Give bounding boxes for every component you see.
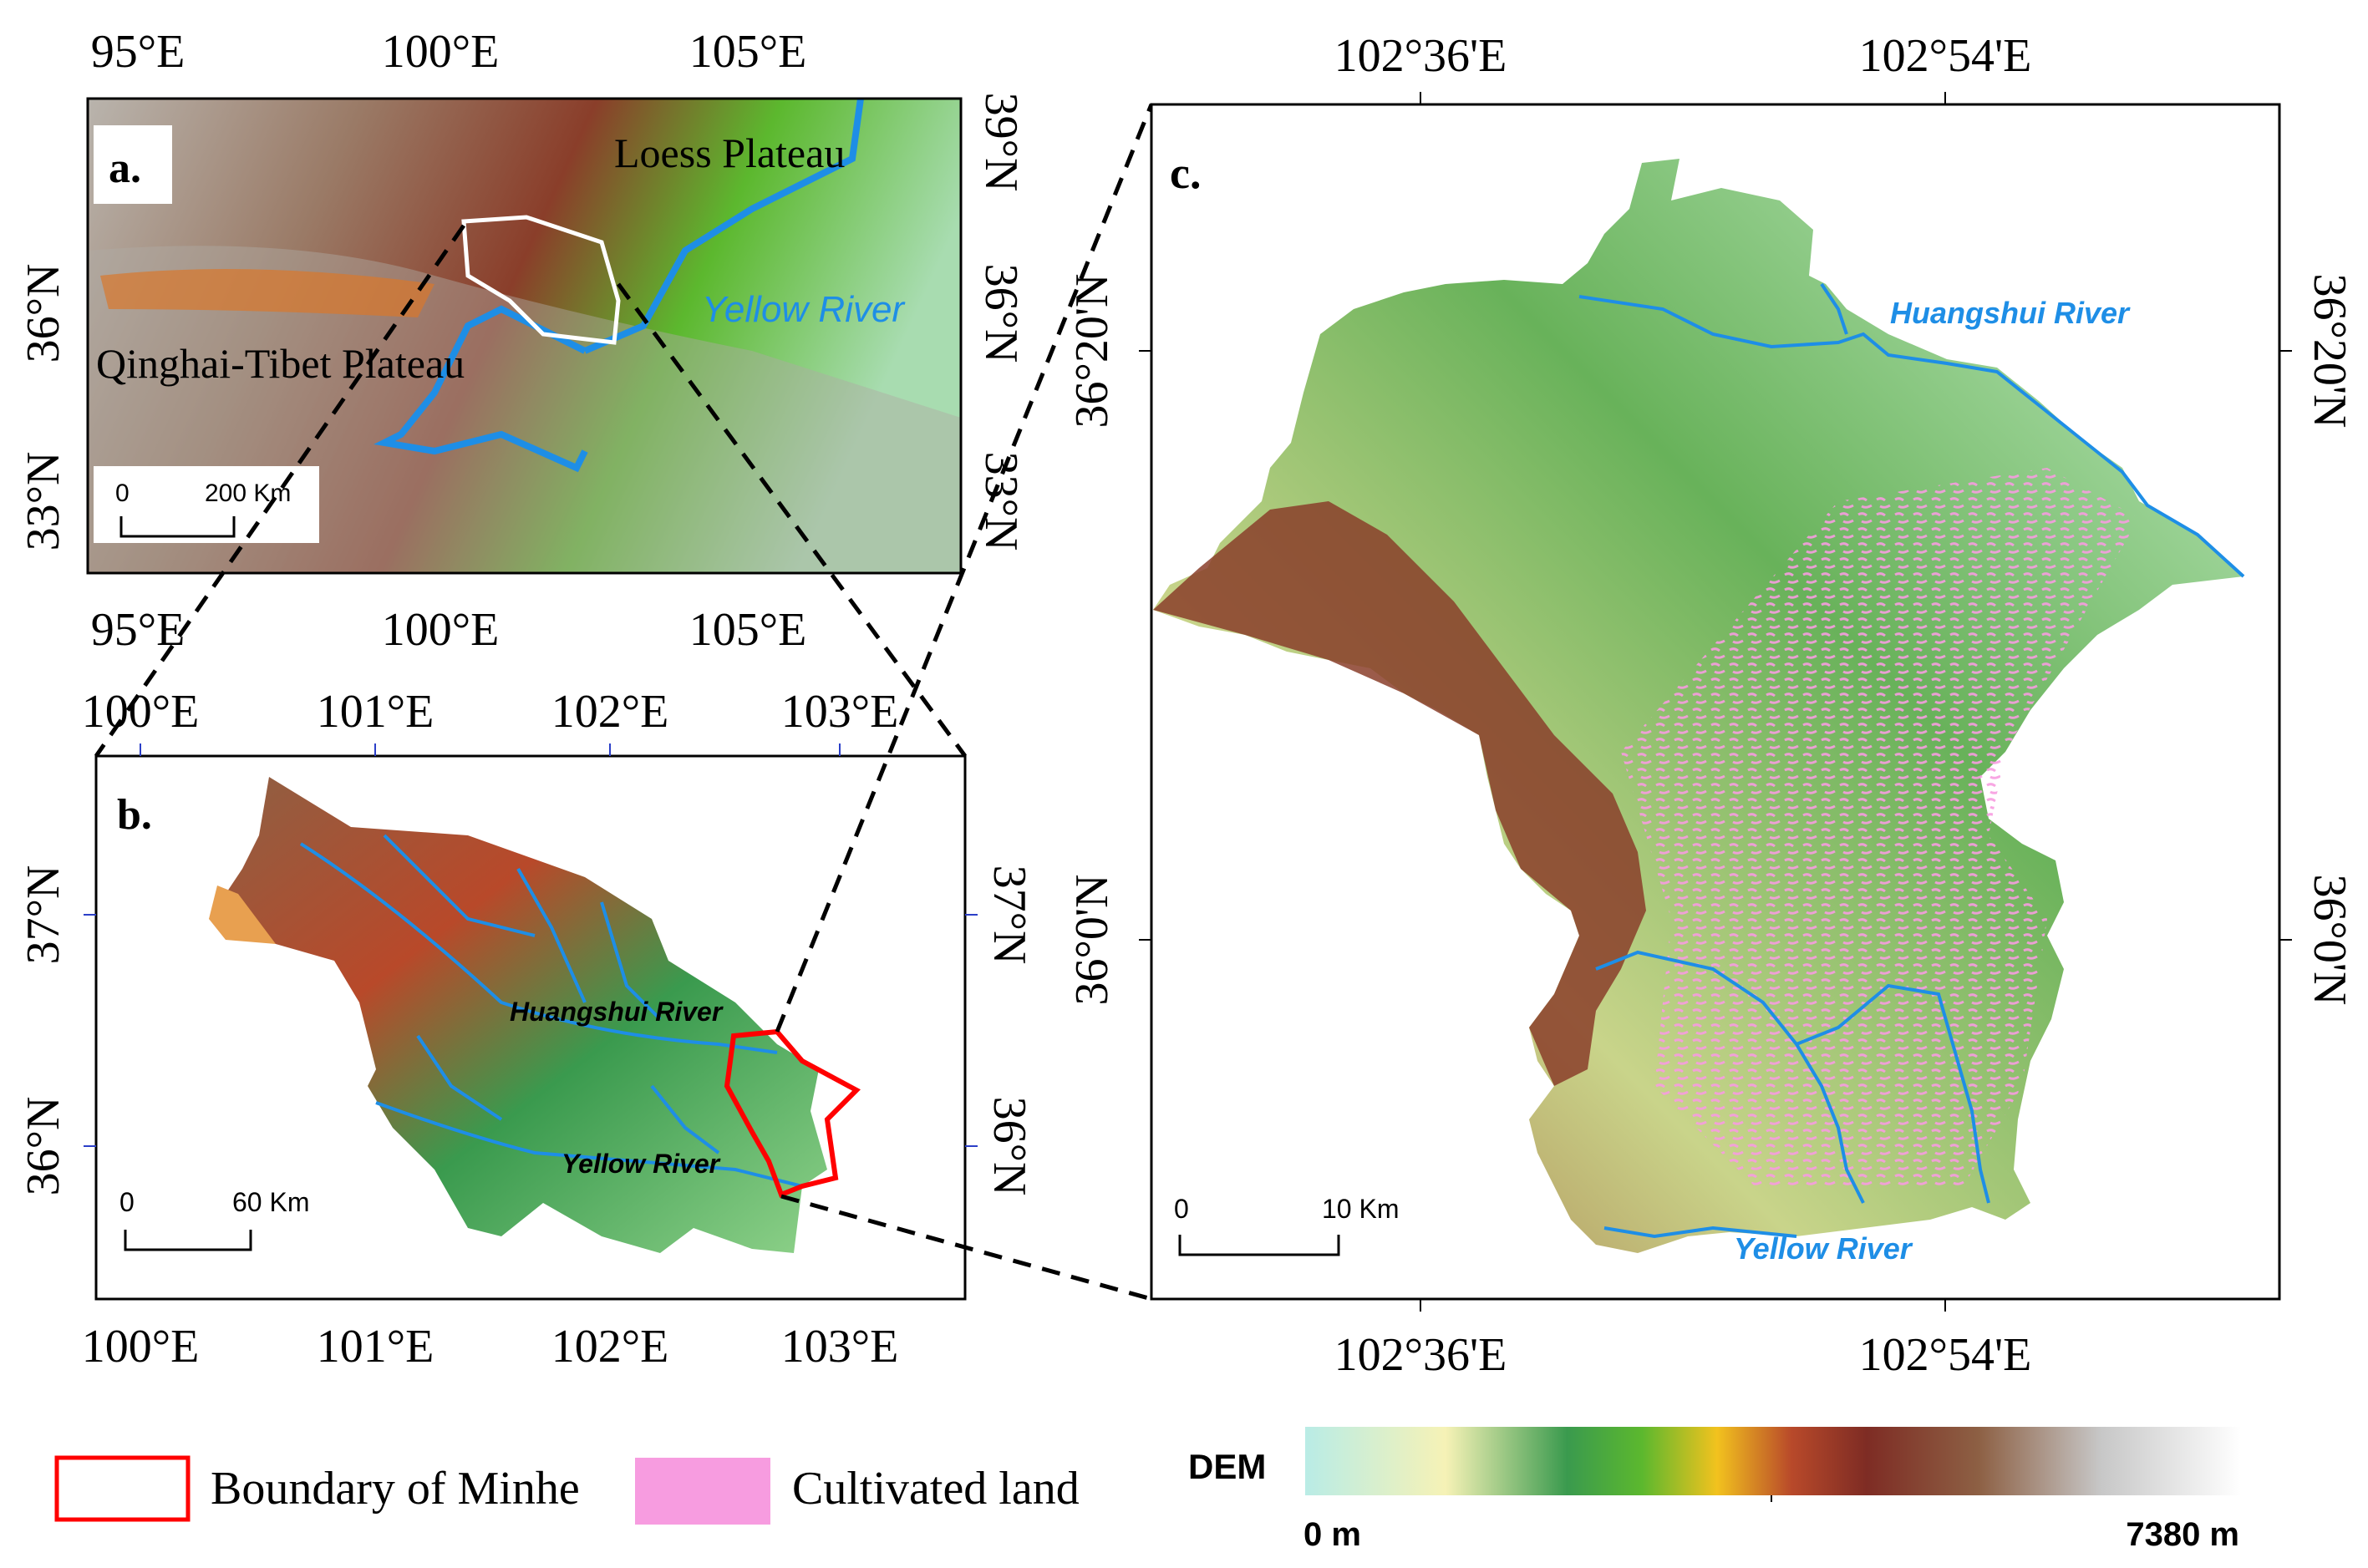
panel-a-top-tick-1: 95°E: [91, 26, 185, 78]
panel-b-minhe-boundary: [724, 1028, 861, 1198]
panel-c-top-tick-1: 102°36'E: [1334, 30, 1507, 82]
qaidam-basin: [100, 269, 434, 317]
panel-b-right-tick-2: 36°N: [983, 1097, 1035, 1196]
panel-a-river-upper: [373, 305, 588, 473]
panel-a-right-tick-1: 39°N: [975, 93, 1027, 192]
panel-c-left-tick-1: 36°20'N: [1066, 274, 1118, 429]
panel-b-left-tick-1: 37°N: [18, 865, 69, 965]
panel-a-river-label: Yellow River: [702, 289, 906, 330]
panel-a-qinghai-label: Qinghai-Tibet Plateau: [96, 340, 465, 387]
panel-b-river-network: [299, 834, 803, 1188]
panel-b-huangshui-label: Huangshui River: [510, 997, 724, 1027]
panel-c-western-ridge: [1153, 501, 1646, 1086]
panel-a-right-tick-3: 33°N: [975, 452, 1027, 551]
panel-c-scale-zero: 0: [1174, 1194, 1189, 1224]
panel-c-right-tick-1: 36°20'N: [2304, 274, 2355, 429]
legend: Boundary of Minhe Cultivated land DEM 0 …: [54, 1427, 2241, 1553]
panel-c-right-tick-2: 36°0'N: [2304, 875, 2355, 1006]
panel-a-yellow-river: [583, 98, 864, 354]
panel-c-bottom-tick-2: 102°54'E: [1859, 1329, 2032, 1381]
panel-b-scale-bar: 0 60 Km: [119, 1187, 309, 1251]
panel-a-left-tick-2: 33°N: [18, 452, 69, 551]
panel-a: a. Loess Plateau Qinghai-Tibet Plateau Y…: [18, 26, 1027, 656]
panel-c-scale-end: 10 Km: [1322, 1194, 1399, 1224]
panel-b-top-tick-2: 101°E: [317, 686, 434, 738]
panel-c-yellow-label: Yellow River: [1734, 1231, 1913, 1266]
legend-cultivated-swatch: [635, 1458, 770, 1525]
panel-b-west-patch: [209, 885, 276, 944]
legend-cultivated-label: Cultivated land: [792, 1463, 1080, 1515]
panel-b-bottom-tick-1: 100°E: [82, 1321, 200, 1373]
legend-boundary-label: Boundary of Minhe: [211, 1463, 580, 1515]
panel-a-bottom-tick-3: 105°E: [689, 604, 807, 656]
panel-b-left-tick-2: 36°N: [18, 1097, 69, 1196]
panel-c-bottom-tick-1: 102°36'E: [1334, 1329, 1507, 1381]
panel-b-bottom-tick-2: 101°E: [317, 1321, 434, 1373]
panel-a-left-tick-1: 36°N: [18, 264, 69, 363]
panel-a-scale-zero: 0: [115, 480, 130, 507]
panel-b-basin-dem: [209, 777, 827, 1253]
panel-a-to-b-connectors: [94, 224, 968, 758]
panel-b-label: b.: [117, 791, 152, 839]
panel-a-frame: [86, 97, 963, 575]
panel-c-graticule-ticks: [1139, 92, 2292, 1312]
panel-c-label: c.: [1170, 148, 1201, 198]
panel-b-yellow-label: Yellow River: [562, 1149, 721, 1179]
panel-b-bottom-tick-4: 103°E: [781, 1321, 899, 1373]
panel-b-scale-zero: 0: [119, 1187, 135, 1217]
panel-b-scale-end: 60 Km: [232, 1187, 309, 1217]
panel-c-cultivated-land: [1621, 468, 2139, 1186]
panel-c-top-tick-2: 102°54'E: [1859, 30, 2032, 82]
panel-c-rivers: [1578, 282, 2245, 1239]
panel-a-top-tick-3: 105°E: [689, 26, 807, 78]
panel-a-scale-end: 200 Km: [205, 480, 291, 507]
panel-b-top-tick-1: 100°E: [82, 686, 200, 738]
panel-b-bottom-tick-3: 102°E: [551, 1321, 669, 1373]
panel-b: b. Huangshui River Yellow River 0 60 Km …: [18, 686, 1035, 1373]
legend-dem-title: DEM: [1188, 1447, 1266, 1486]
legend-dem-colorbar: [1305, 1427, 2241, 1495]
panel-c: c. Huangshui River Yellow River 0 10 Km …: [1066, 30, 2355, 1381]
panel-b-graticule-ticks: [84, 743, 978, 1147]
panel-a-scale-bar: 0 200 Km: [94, 466, 319, 543]
panel-a-study-region-outline: [461, 215, 621, 345]
panel-a-label-box: [94, 125, 172, 204]
panel-c-left-tick-2: 36°0'N: [1066, 875, 1118, 1006]
panel-a-label: a.: [109, 145, 141, 192]
panel-c-scale-bar: 0 10 Km: [1174, 1194, 1399, 1256]
panel-b-to-c-connectors: [775, 104, 1154, 1302]
panel-b-right-tick-1: 37°N: [983, 865, 1035, 965]
panel-c-huangshui-label: Huangshui River: [1890, 296, 2131, 330]
legend-dem-min: 0 m: [1303, 1516, 1361, 1553]
panel-a-right-tick-2: 36°N: [975, 264, 1027, 363]
panel-a-loess-label: Loess Plateau: [614, 129, 845, 176]
legend-boundary-swatch: [54, 1455, 191, 1522]
panel-b-top-tick-3: 102°E: [551, 686, 669, 738]
panel-a-bottom-tick-2: 100°E: [382, 604, 500, 656]
panel-b-top-tick-4: 103°E: [781, 686, 899, 738]
panel-a-top-tick-2: 100°E: [382, 26, 500, 78]
legend-dem-max: 7380 m: [2126, 1516, 2239, 1553]
